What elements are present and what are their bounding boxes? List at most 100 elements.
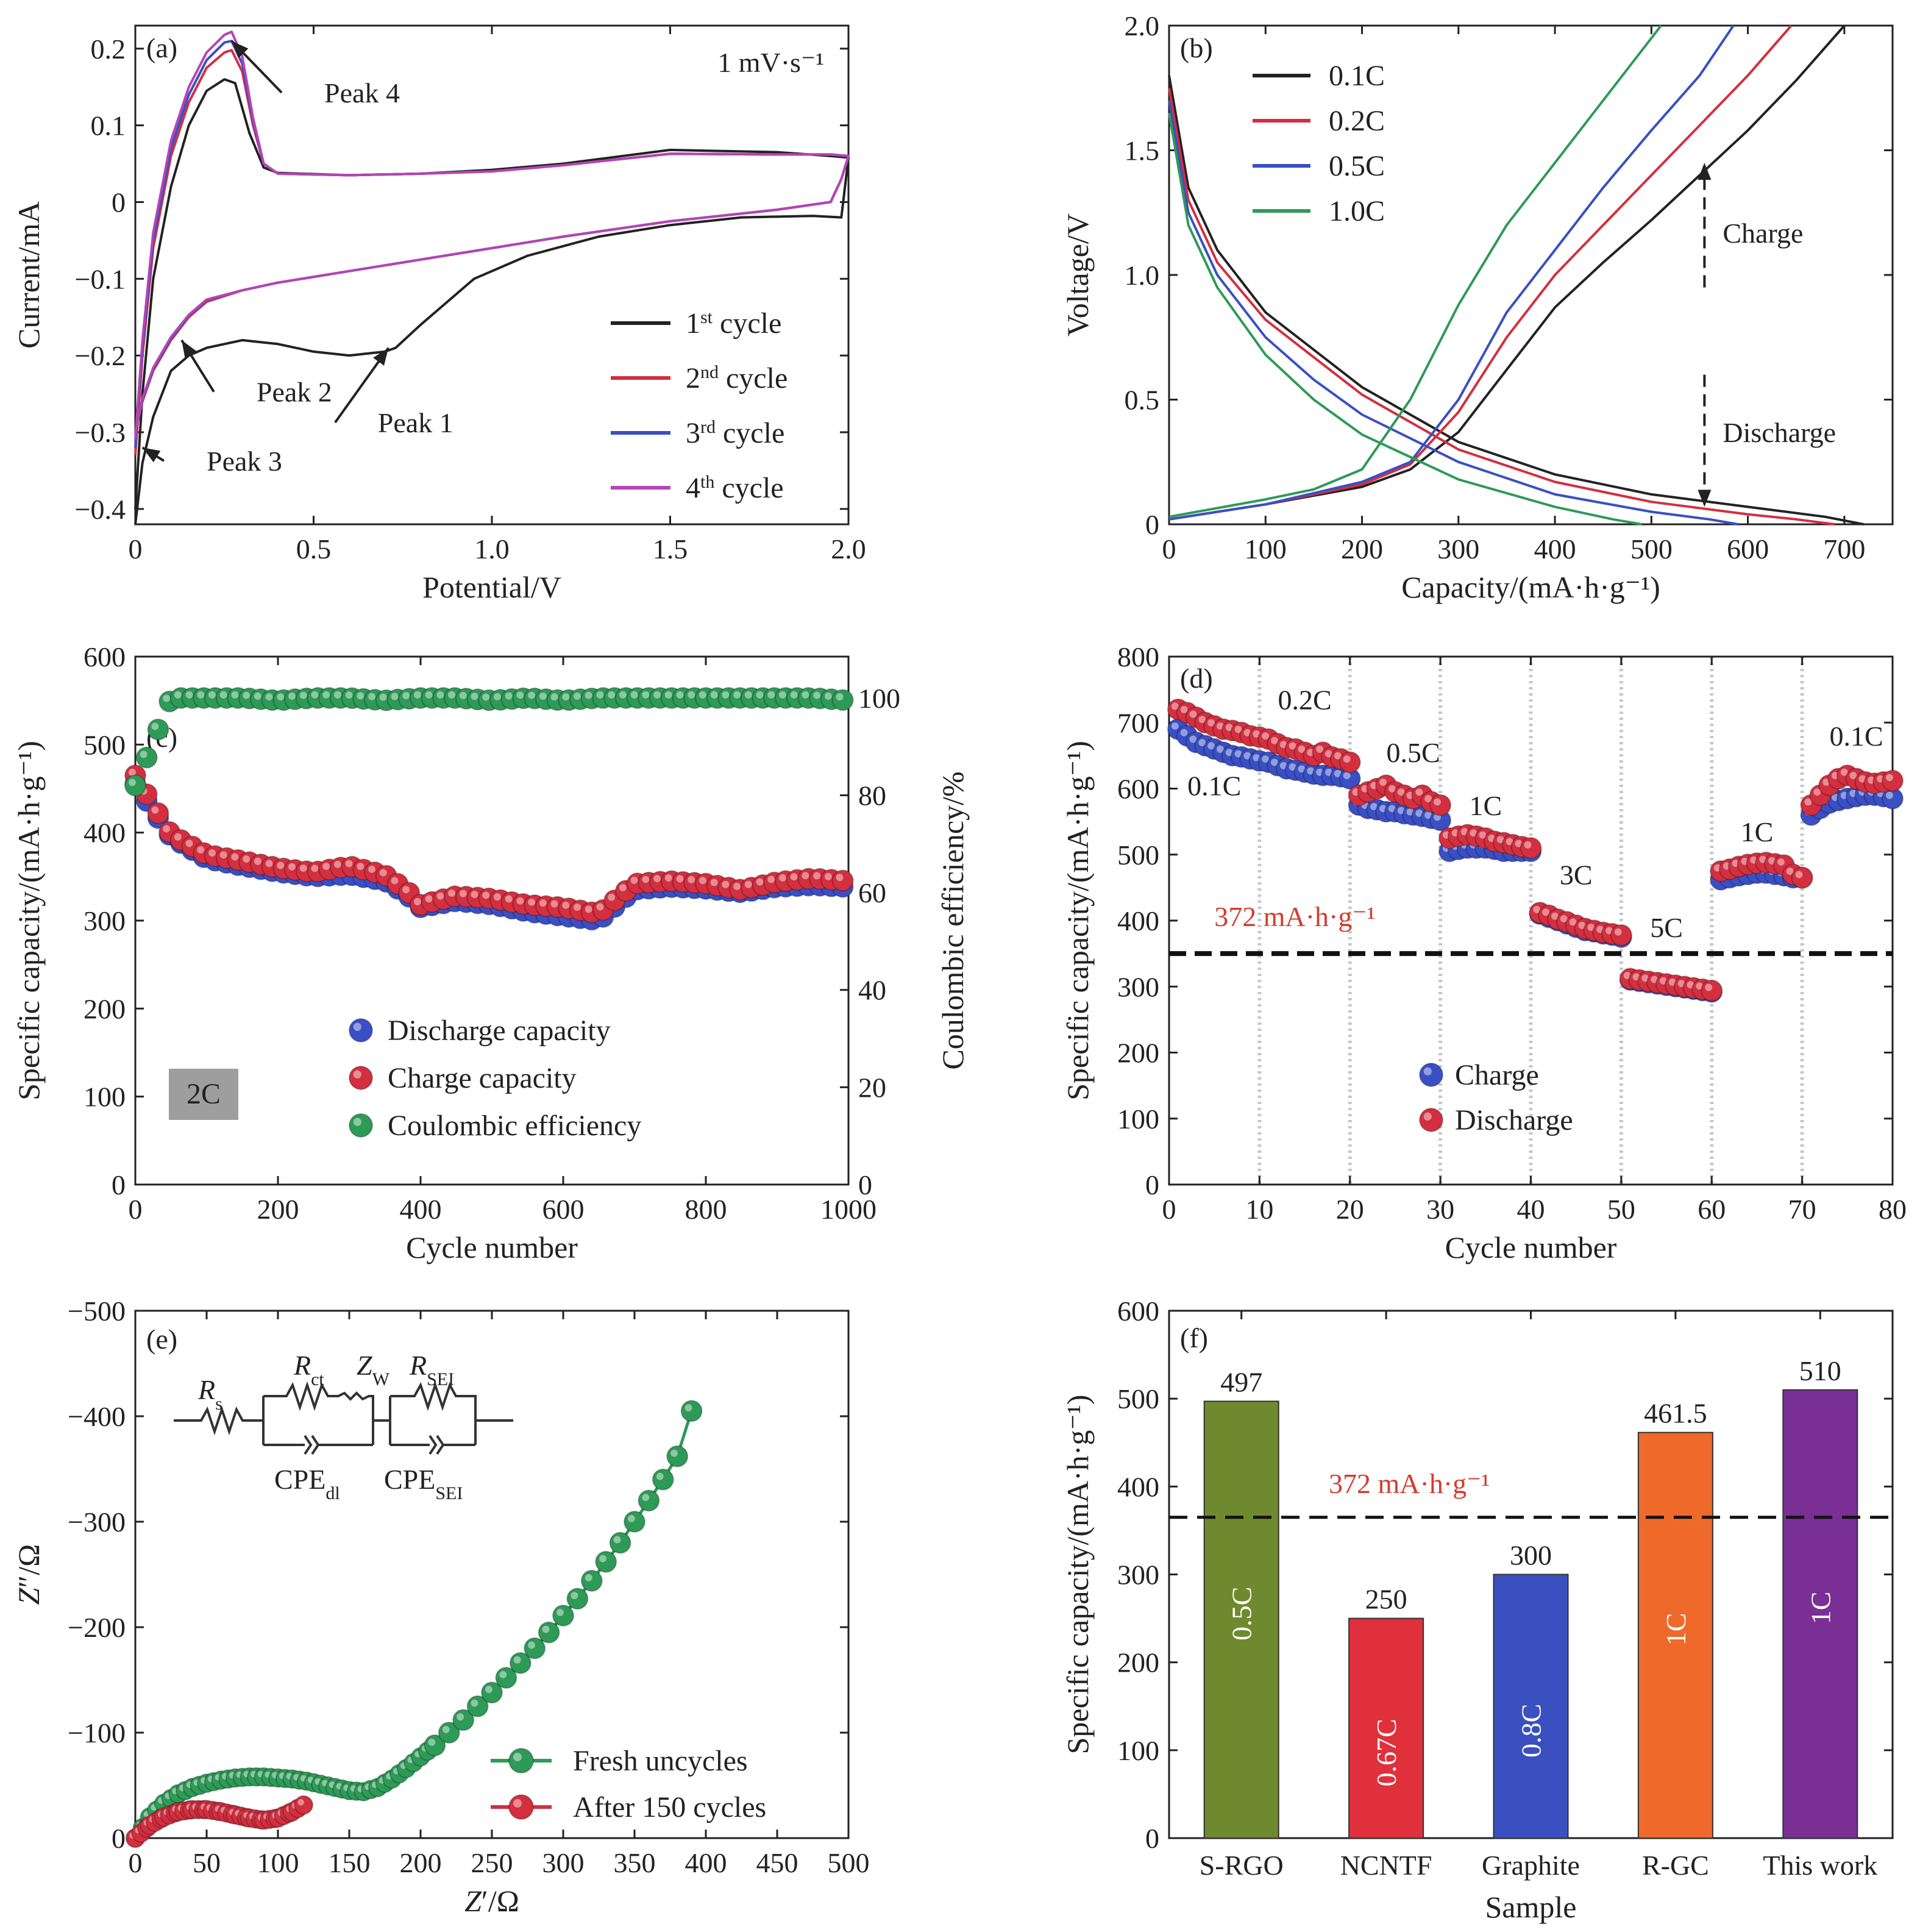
marker-coulombic-efficiency [831,689,854,711]
marker-discharge-highlight [1687,981,1694,989]
nyquist-marker-1-highlight [642,1494,650,1502]
nyquist-marker-1-highlight [599,1555,607,1563]
marker-charge-highlight [1189,735,1197,743]
y-tick-label: −400 [68,1401,126,1432]
x-tick-label: 40 [1517,1194,1545,1225]
y2-tick-label: 100 [858,683,900,714]
marker-coulombic-efficiency-highlight [277,693,285,701]
marker-coulombic-efficiency [147,718,169,741]
marker-discharge-highlight [1759,855,1767,863]
marker-charge-highlight [1415,809,1423,817]
bar-value-label: 250 [1365,1584,1407,1615]
marker-coulombic-efficiency-highlight [482,693,490,701]
marker-discharge-highlight [1424,795,1432,803]
rate-label: 3C [1560,859,1593,890]
x-tick-label: 80 [1879,1194,1907,1225]
marker-charge-highlight [1216,745,1224,753]
circuit-label-cpesei: CPESEI [384,1464,463,1503]
marker-discharge-highlight [1623,972,1631,980]
circuit-label-rsei: RSEI [409,1350,454,1389]
marker-discharge-highlight [1379,779,1387,786]
y-tick-label: 0 [1145,1169,1159,1200]
nyquist-marker-1 [481,1681,503,1704]
charge-curve-0.1C [1168,24,1846,521]
marker-charge-capacity-highlight [744,880,752,888]
reference-label: 372 mA·h·g⁻¹ [1329,1468,1490,1499]
x-tick-label: 0 [129,1847,143,1878]
marker-coulombic-efficiency-highlight [128,779,136,786]
marker-coulombic-efficiency-highlight [813,691,821,699]
marker-coulombic-efficiency-highlight [265,693,273,701]
marker-discharge-highlight [1668,978,1676,986]
marker-charge-capacity-highlight [824,872,832,880]
rate-label: 0.1C [1830,721,1883,752]
marker-discharge-highlight [1560,915,1568,923]
x-axis-label: Potential/V [422,570,561,604]
y-tick-label: 500 [1117,1383,1159,1414]
marker-discharge-highlight [1723,862,1730,870]
nyquist-marker-1 [609,1531,631,1554]
marker-discharge-highlight [1397,788,1405,796]
x-tick-label: 1.0 [474,533,510,565]
marker-discharge [1520,836,1542,859]
marker-charge-highlight [1397,807,1405,815]
marker-charge-capacity-highlight [722,880,730,888]
y-tick-label: 400 [1117,905,1159,936]
panel-label: (e) [146,1324,177,1355]
marker-discharge [1339,751,1361,774]
marker-discharge-highlight [1171,702,1179,710]
rsei-branch [373,1381,513,1446]
legend-marker-highlight [353,1070,361,1078]
marker-discharge [1791,866,1813,889]
marker-coulombic-efficiency-highlight [790,691,798,699]
nyquist-marker-1 [466,1695,489,1717]
legend-label: Discharge [1455,1104,1573,1136]
discharge-curve-0.1C [1168,75,1864,526]
marker-discharge [1701,979,1723,1002]
legend-label: 0.1C [1329,60,1385,92]
legend-label: Charge [1455,1059,1539,1091]
marker-coulombic-efficiency-highlight [448,691,456,699]
marker-coulombic-efficiency-highlight [402,692,410,699]
legend-label: 1st cycle [686,307,781,340]
marker-coulombic-efficiency [124,774,146,797]
y-tick-label: 500 [1117,839,1159,871]
peak-label: Peak 1 [378,407,453,438]
cpe-dl-symbol [304,1435,320,1455]
y-tick-label: −0.3 [75,417,126,448]
marker-charge-capacity-highlight [333,860,341,868]
marker-coulombic-efficiency-highlight [824,692,832,700]
legend-marker-highlight [1423,1112,1432,1121]
y-tick-label: 200 [1117,1647,1159,1678]
nyquist-marker-1-highlight [457,1713,464,1721]
marker-charge-capacity-highlight [436,892,444,900]
marker-charge-capacity-highlight [699,877,706,885]
bar-graphite [1493,1574,1569,1839]
marker-coulombic-efficiency-highlight [516,691,524,699]
y-tick-label: −500 [68,1296,126,1327]
peak-label: Peak 4 [324,77,400,109]
marker-charge-capacity-highlight [733,883,741,890]
y2-tick-label: 60 [858,877,886,908]
bar-rate-label: 0.67C [1371,1719,1402,1786]
y-tick-label: 300 [1117,1560,1159,1591]
marker-discharge-highlight [1434,798,1441,806]
marker-discharge-highlight [1279,741,1287,749]
marker-discharge-highlight [1180,705,1188,713]
marker-discharge-highlight [1786,868,1794,875]
marker-coulombic-efficiency-highlight [197,691,205,699]
nyquist-marker-1-highlight [670,1449,678,1457]
nyquist-marker-2-highlight [297,1798,304,1806]
legend-label: Charge capacity [388,1062,577,1094]
marker-coulombic-efficiency-highlight [151,722,159,730]
panel-a-cv-chart: 0 0.5 1.0 1.5 2.0 −0.4 −0.3 −0.2 −0.1 0 0.1 0.2 Pote… [12,24,866,604]
marker-coulombic-efficiency-highlight [608,691,616,699]
nyquist-marker-1-highlight [613,1536,621,1544]
marker-charge-capacity-highlight [299,864,307,872]
marker-discharge-highlight [1361,785,1369,793]
y-axis-label: Specific capacity/(mA·h·g⁻¹) [1061,741,1095,1100]
x-tick-label: 60 [1698,1194,1726,1225]
marker-charge-capacity-highlight [459,889,467,897]
legend-label: 2nd cycle [686,362,788,395]
legend-label: Coulombic efficiency [388,1110,641,1142]
